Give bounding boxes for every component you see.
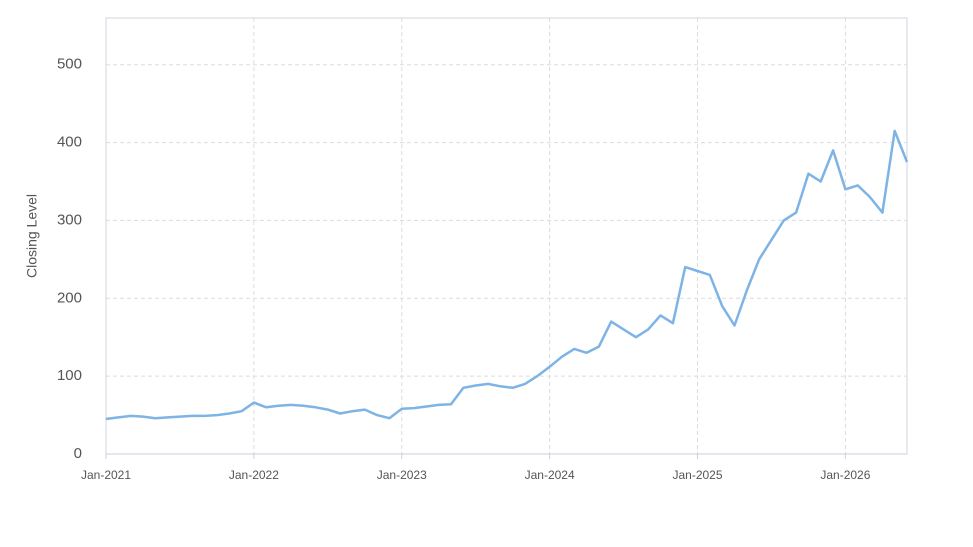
- x-tick-label: Jan-2024: [525, 468, 575, 482]
- x-tick-label: Jan-2022: [229, 468, 279, 482]
- plot-frame: [105, 17, 908, 455]
- y-tick-label: 0: [74, 445, 82, 462]
- y-tick-label: 100: [57, 367, 82, 384]
- y-tick-label: 500: [57, 56, 82, 73]
- price-line: [105, 129, 909, 421]
- y-tick-label: 200: [57, 289, 82, 306]
- y-axis-title: Closing Level: [24, 194, 40, 278]
- x-tick-label: Jan-2025: [672, 468, 722, 482]
- y-tick-label: 400: [57, 134, 82, 151]
- x-tick-label: Jan-2026: [820, 468, 870, 482]
- y-tick-label: 300: [57, 211, 82, 228]
- x-tick-label: Jan-2023: [377, 468, 427, 482]
- x-tick-label: Jan-2021: [81, 468, 131, 482]
